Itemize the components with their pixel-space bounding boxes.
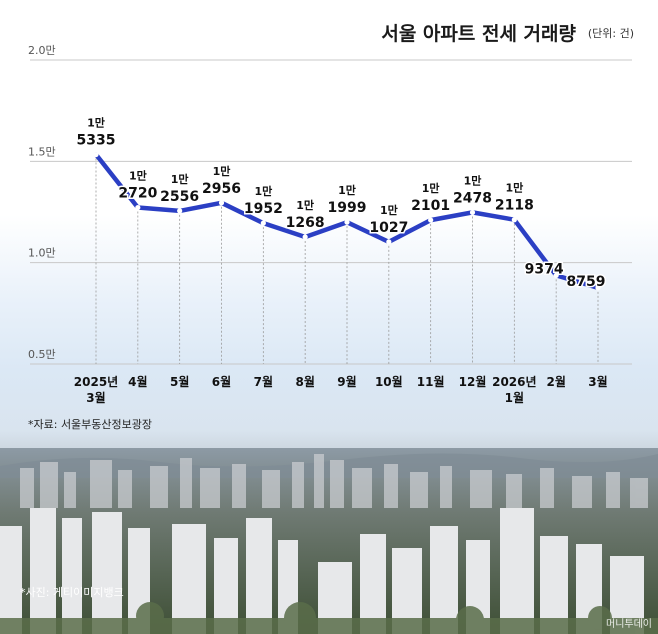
data-point-9 (469, 209, 476, 216)
data-point-10 (511, 217, 517, 223)
data-label-top-4: 1만 (254, 184, 272, 198)
data-label-top-0: 1만 (87, 116, 105, 130)
data-label-7: 1027 (369, 220, 408, 236)
unit-label: (단위: 건) (587, 27, 634, 40)
y-axis-ticks: 2.0만 1.5만 1.0만 0.5만 (28, 44, 56, 361)
data-label-4: 1952 (244, 201, 283, 217)
x-tick-label-8: 11월 (417, 374, 445, 389)
data-label-8: 2101 (411, 198, 450, 214)
data-label-top-5: 1만 (296, 198, 314, 212)
data-label-top-6: 1만 (338, 183, 356, 197)
x-tick-label-10: 2026년 (492, 375, 536, 389)
data-label-1: 2720 (118, 186, 157, 202)
x-tick-label-9: 12월 (459, 374, 487, 389)
source-note: *자료: 서울부동산정보광장 (28, 418, 153, 431)
x-tick-label-0: 2025년 (74, 375, 118, 389)
photo-credit: *사진: 게티이미지뱅크 (20, 586, 124, 599)
data-labels: 1만 5335 1만 2720 1만 2556 1만 2956 1만 1952 1만 1268 1만 19… (75, 114, 607, 291)
data-label-6: 1999 (328, 200, 367, 216)
data-point-5 (302, 234, 308, 240)
data-label-top-9: 1만 (464, 173, 482, 187)
data-label-top-10: 1만 (505, 181, 523, 195)
x-tick-label-10-line2: 1월 (505, 390, 524, 405)
data-point-12 (595, 285, 601, 291)
line-chart: 2.0만 1.5만 1.0만 0.5만 1만 5335 1만 2720 1만 2556 1만 295… (28, 44, 632, 405)
data-label-3: 2956 (202, 181, 241, 197)
data-label-top-7: 1만 (380, 203, 398, 217)
x-tick-label-0-line2: 3월 (86, 390, 105, 405)
x-tick-label-1: 4월 (128, 374, 147, 389)
x-tick-label-6: 9월 (337, 374, 356, 389)
data-point-4 (260, 220, 266, 226)
data-label-top-1: 1만 (129, 169, 147, 183)
x-tick-label-5: 8월 (295, 374, 314, 389)
data-label-top-3: 1만 (213, 164, 231, 178)
data-point-7 (386, 239, 392, 245)
data-point-2 (177, 208, 183, 214)
data-point-3 (218, 200, 225, 206)
watermark: 머니투데이 (606, 619, 652, 630)
y-tick-label-1: 1.5만 (28, 145, 56, 158)
data-label-11: 9374 (525, 261, 564, 277)
drop-lines (95, 158, 599, 364)
data-label-12: 8759 (567, 274, 606, 290)
x-tick-label-4: 7월 (254, 374, 273, 389)
data-label-top-2: 1만 (171, 172, 189, 186)
y-tick-label-0: 2.0만 (28, 44, 56, 57)
x-tick-label-12: 3월 (588, 374, 607, 389)
data-label-top-8: 1만 (422, 181, 440, 195)
data-point-11 (553, 272, 559, 278)
data-label-10: 2118 (495, 198, 534, 214)
data-label-5: 1268 (286, 215, 325, 231)
data-point-6 (344, 219, 350, 225)
data-point-8 (428, 217, 434, 223)
data-label-0: 5335 (77, 133, 116, 149)
x-tick-label-11: 2월 (546, 374, 565, 389)
city-skyline-photo (0, 448, 658, 634)
y-tick-label-2: 1.0만 (28, 247, 56, 260)
data-points (93, 151, 601, 291)
y-tick-label-3: 0.5만 (28, 348, 56, 361)
x-tick-label-7: 10월 (375, 374, 403, 389)
data-label-2: 2556 (160, 189, 199, 205)
data-label-9: 2478 (453, 190, 492, 206)
data-point-0 (93, 151, 99, 158)
x-tick-label-2: 5월 (170, 374, 189, 389)
data-point-1 (135, 204, 141, 211)
x-tick-label-3: 6월 (212, 374, 231, 389)
chart-title: 서울 아파트 전세 거래량 (381, 23, 576, 45)
grid-lines (30, 59, 632, 365)
